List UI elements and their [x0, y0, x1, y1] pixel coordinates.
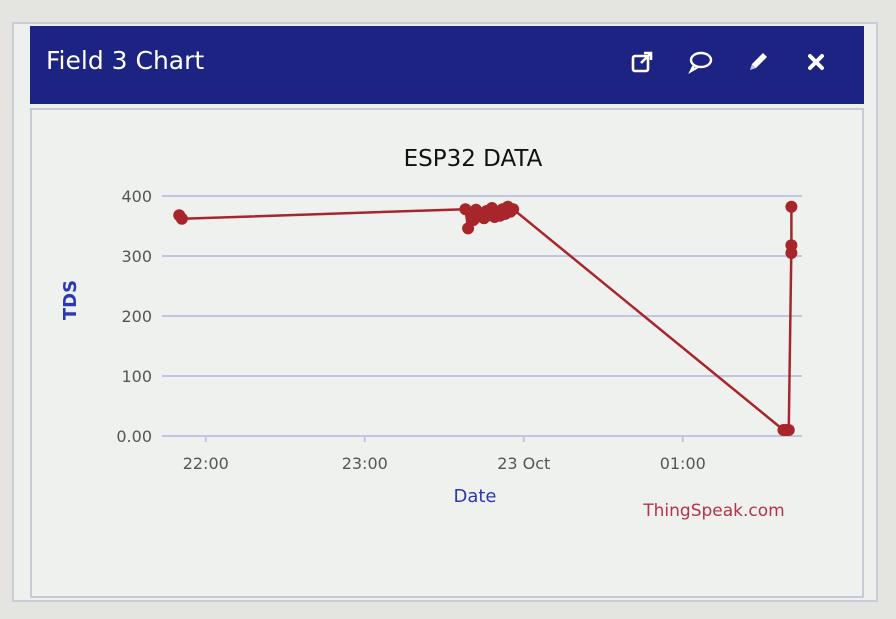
x-tick-label: 23:00 [342, 454, 388, 473]
pencil-icon[interactable] [744, 48, 772, 76]
data-point[interactable] [175, 212, 188, 225]
widget-title: Field 3 Chart [46, 46, 205, 75]
x-tick-label: 01:00 [660, 454, 706, 473]
x-tick-label: 23 Oct [497, 454, 550, 473]
x-axis-label: Date [453, 486, 496, 507]
data-point[interactable] [785, 247, 798, 259]
y-axis-label: TDS [60, 280, 81, 320]
y-tick-label: 400 [121, 187, 152, 206]
comment-icon[interactable] [686, 48, 714, 76]
series-line [178, 205, 793, 432]
data-point[interactable] [782, 424, 795, 436]
widget-header: Field 3 Chart [30, 26, 864, 104]
chart-title: ESP32 DATA [404, 146, 543, 172]
y-tick-label: 0.00 [116, 427, 152, 446]
chart-widget: Field 3 Chart ESP32 DATA TDS Date ThingS… [12, 22, 878, 602]
data-point[interactable] [507, 203, 520, 216]
x-tick-label: 22:00 [183, 454, 229, 473]
y-tick-label: 100 [121, 367, 152, 386]
y-tick-label: 200 [121, 307, 152, 326]
data-point[interactable] [785, 200, 798, 213]
external-link-icon[interactable] [628, 48, 656, 76]
thingspeak-credit-link[interactable]: ThingSpeak.com [642, 501, 784, 521]
y-tick-label: 300 [121, 247, 152, 266]
close-icon[interactable] [802, 48, 830, 76]
widget-toolbar [628, 48, 830, 76]
chart-svg: ESP32 DATA TDS Date ThingSpeak.com 0.00 1… [60, 146, 802, 521]
plot-panel: ESP32 DATA TDS Date ThingSpeak.com 0.00 1… [30, 108, 864, 598]
